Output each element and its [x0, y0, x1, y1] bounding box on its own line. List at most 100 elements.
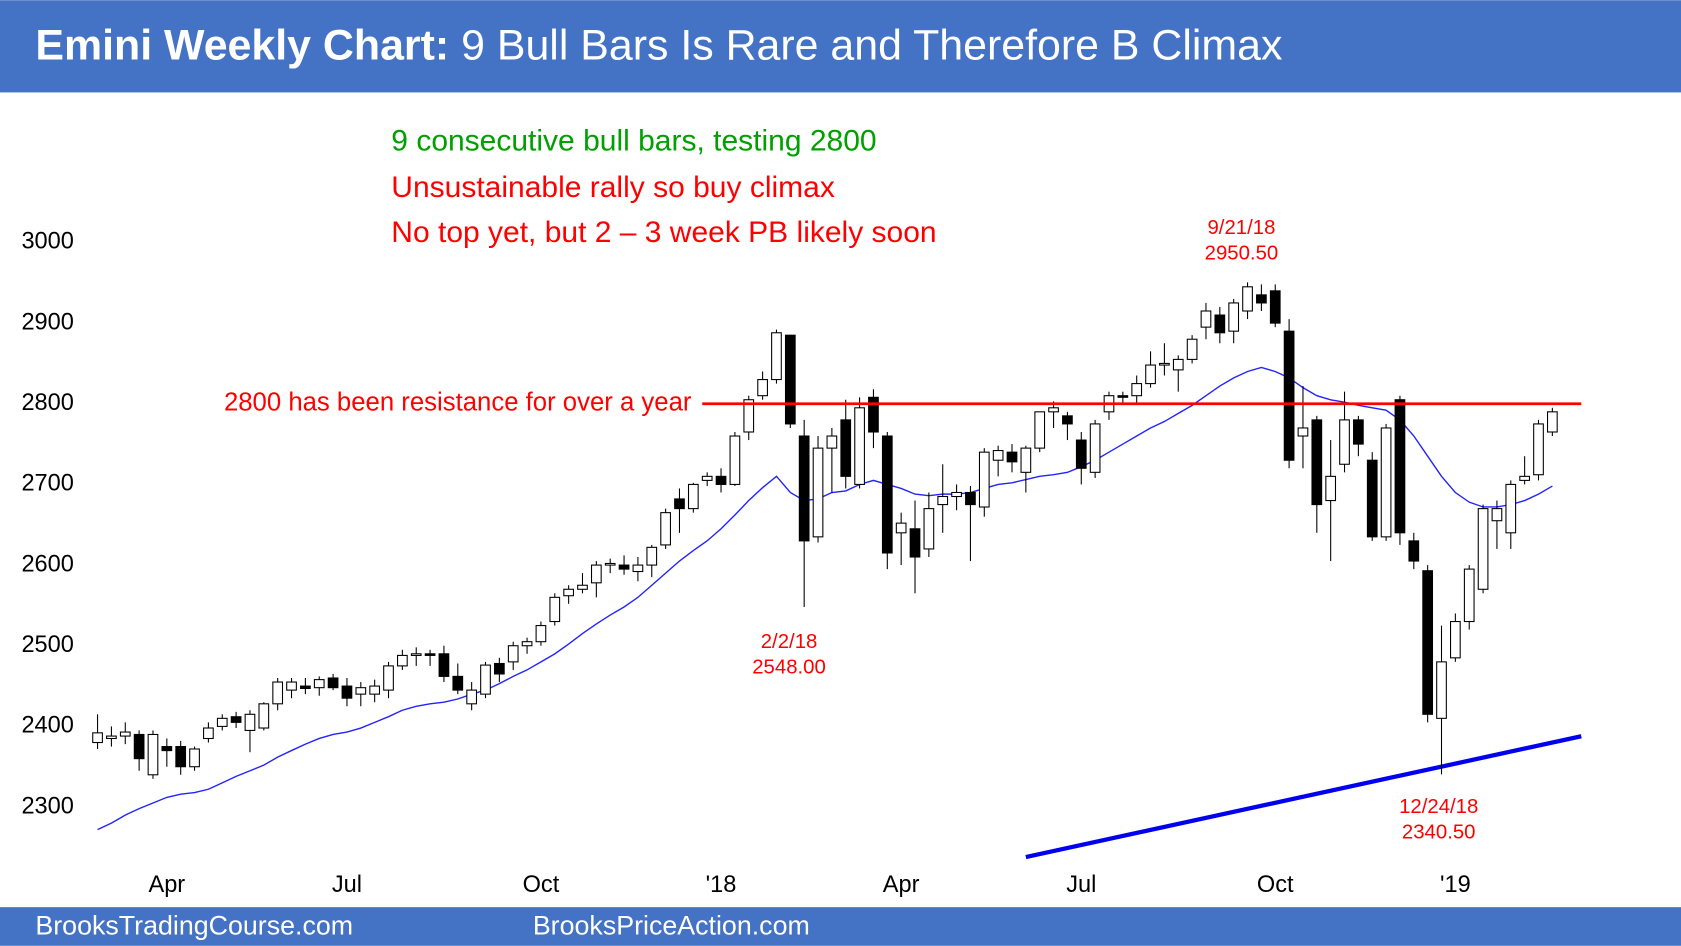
candle-body: [715, 475, 727, 485]
candle-body: [687, 483, 699, 510]
annotation: No top yet, but 2 – 3 week PB likely soo…: [391, 216, 936, 249]
footer-bar: [0, 907, 1681, 946]
candle-body: [701, 475, 713, 481]
candle-body: [1034, 411, 1046, 449]
y-tick-label: 2800: [21, 389, 73, 415]
candle-body: [216, 717, 228, 727]
candle-body: [826, 435, 838, 449]
candle-body: [965, 491, 976, 506]
candle-body: [1214, 314, 1226, 334]
candle-body: [854, 407, 865, 485]
candle-body: [493, 662, 505, 675]
extreme-price: 2548.00: [752, 656, 826, 678]
candle-body: [1311, 419, 1323, 506]
candle-body: [577, 584, 588, 590]
extreme-date: 9/21/18: [1207, 217, 1275, 239]
candle-body: [1325, 475, 1337, 502]
candle-body: [1172, 358, 1184, 371]
extreme-price: 2950.50: [1205, 243, 1279, 265]
candle-body: [1256, 294, 1267, 304]
x-tick-label: Oct: [1257, 871, 1294, 897]
annotation: 9 consecutive bull bars, testing 2800: [391, 125, 876, 158]
candle-body: [410, 653, 422, 656]
candle-body: [771, 332, 782, 381]
candle-body: [1020, 447, 1032, 473]
candle-body: [743, 399, 755, 433]
x-tick-label: Apr: [883, 871, 920, 897]
extreme-date: 12/24/18: [1399, 796, 1478, 818]
candle-body: [438, 653, 450, 677]
candle-body: [133, 733, 145, 760]
extreme-date: 2/2/18: [761, 631, 818, 653]
candle-body: [1297, 427, 1309, 437]
title: Emini Weekly Chart: 9 Bull Bars Is Rare …: [35, 22, 1282, 70]
candle-body: [895, 522, 907, 534]
x-tick-label: '19: [1440, 871, 1471, 897]
candle-body: [812, 447, 824, 538]
candle-body: [1450, 621, 1461, 659]
candle-body: [521, 641, 533, 647]
candle-body: [286, 681, 297, 691]
candle-body: [563, 588, 574, 597]
header-bar: [0, 0, 1681, 93]
candle-body: [397, 654, 408, 667]
x-tick-label: Apr: [148, 871, 185, 897]
y-tick-label: 2700: [21, 470, 73, 496]
candle-body: [1436, 661, 1447, 719]
candle-body: [355, 687, 367, 695]
candle-body: [1394, 399, 1406, 534]
candle-body: [549, 596, 561, 623]
candle-body: [951, 491, 962, 498]
candle-body: [300, 685, 311, 690]
candle-body: [1380, 427, 1392, 538]
candle-body: [452, 675, 464, 691]
candle-body: [674, 498, 685, 510]
candle-body: [937, 495, 949, 506]
candle-body: [466, 689, 478, 705]
candle-body: [1463, 568, 1475, 623]
candle-body: [632, 564, 644, 573]
candle-body: [1006, 451, 1018, 463]
candle-body: [313, 679, 325, 689]
footer-left: BrooksTradingCourse.com: [35, 911, 353, 941]
trendline: [1025, 734, 1582, 860]
candle-body: [1200, 310, 1212, 328]
candle-body: [1339, 419, 1350, 465]
candle-body: [1283, 330, 1295, 461]
candle-body: [868, 396, 879, 433]
candle-body: [1408, 540, 1420, 562]
x-tick-label: '18: [706, 871, 737, 897]
candle-body: [341, 685, 353, 699]
candle-body: [327, 677, 339, 689]
candle-body: [1117, 395, 1129, 398]
candle-body: [660, 512, 671, 546]
candle-body: [1145, 364, 1156, 385]
candle-body: [161, 746, 173, 752]
candle-body: [369, 685, 381, 695]
candle-body: [1048, 407, 1059, 413]
candle-body: [424, 653, 436, 656]
candle-body: [230, 716, 242, 723]
candle-body: [535, 625, 547, 643]
candle-body: [992, 450, 1004, 461]
candle-body: [258, 703, 270, 729]
candle-body: [1353, 419, 1364, 445]
plot: 2300 2400 2500 2600 2700 2800 2900 3000 Apr Jul Oc…: [21, 125, 1582, 897]
candle-body: [590, 564, 602, 584]
candle-body: [1519, 475, 1531, 481]
y-tick-label: 2900: [21, 308, 73, 334]
extreme-price: 2340.50: [1402, 822, 1476, 844]
y-tick-label: 2600: [21, 550, 73, 576]
candle-body: [1533, 423, 1544, 476]
y-tick-label: 3000: [21, 228, 73, 254]
candle-body: [1186, 338, 1198, 360]
candle-body: [978, 451, 990, 508]
candle-body: [757, 379, 768, 397]
x-tick-label: Jul: [332, 871, 362, 897]
candle-body: [1075, 439, 1087, 469]
candle-body: [881, 435, 893, 554]
moving-average: [97, 366, 1553, 831]
annotation: Unsustainable rally so buy climax: [391, 171, 835, 204]
